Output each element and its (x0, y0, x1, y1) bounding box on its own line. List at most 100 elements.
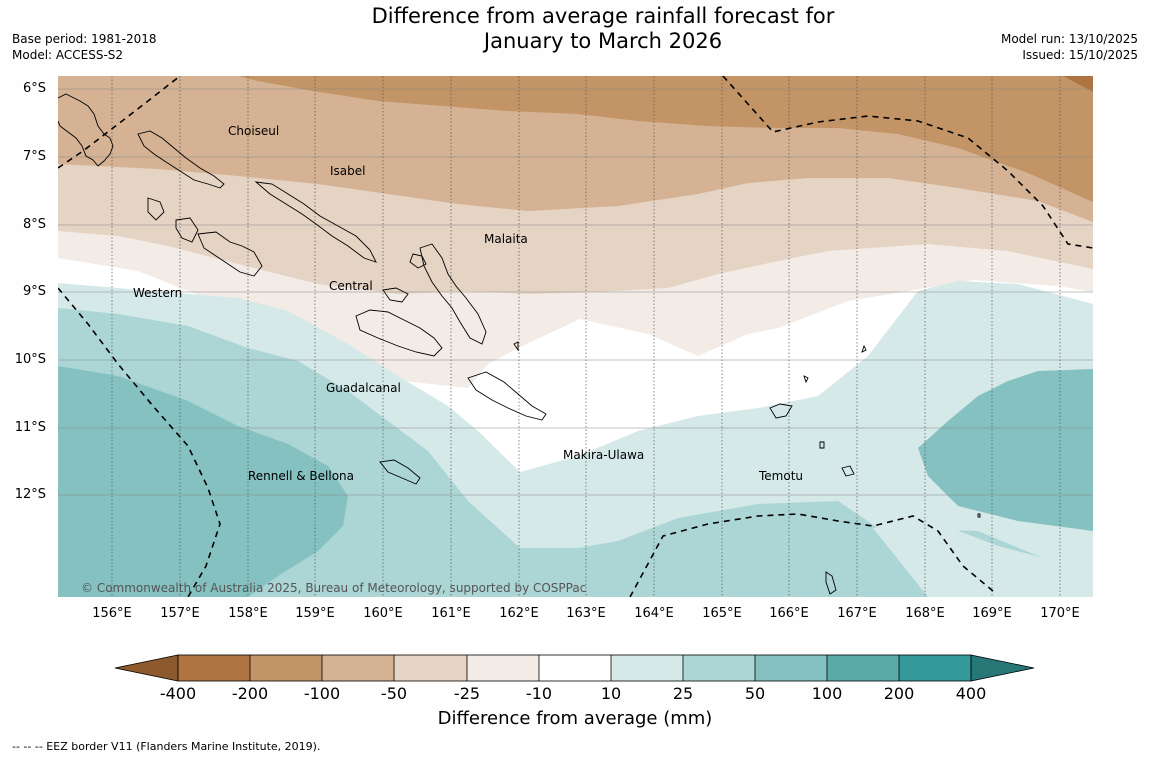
label-choiseul: Choiseul (228, 124, 279, 138)
label-malaita: Malaita (484, 232, 528, 246)
chart-title: Difference from average rainfall forecas… (0, 4, 1150, 54)
colorbar-seg-minus-100-50 (322, 655, 394, 681)
eez-border-south (629, 513, 994, 597)
band-50-to-100-east (918, 369, 1093, 531)
colorbar-seg-25-50 (683, 655, 755, 681)
lon-label-163e: 163°E (566, 606, 606, 621)
lat-label-10s: 10°S (14, 352, 46, 367)
colorbar-seg-100-200 (827, 655, 899, 681)
label-central: Central (329, 279, 373, 293)
small-islet-1 (803, 375, 809, 384)
label-western: Western (133, 286, 182, 300)
cb-label-100: 100 (811, 684, 843, 703)
colorbar (114, 654, 1035, 682)
colorbar-seg-50-100 (755, 655, 827, 681)
colorbar-seg-minus-50-25 (394, 655, 467, 681)
eez-border-nw (58, 76, 181, 169)
rainfall-map: Choiseul Isabel Malaita Central Western … (58, 76, 1093, 597)
meta-right: Model run: 13/10/2025 Issued: 15/10/2025 (1001, 31, 1138, 63)
new-georgia-islands (175, 217, 263, 277)
islands (58, 93, 981, 595)
cb-label-400: 400 (955, 684, 987, 703)
lon-label-170e: 170°E (1040, 606, 1080, 621)
lat-label-7s: 7°S (22, 149, 46, 164)
band-minus-200-to-400 (1063, 76, 1093, 92)
colorbar-seg-minus-10-10 (539, 655, 611, 681)
lon-label-167e: 167°E (837, 606, 877, 621)
lon-label-166e: 166°E (769, 606, 809, 621)
colorbar-frame (177, 654, 972, 682)
longitude-gridlines (111, 76, 1061, 597)
colorbar-low-arrow (114, 654, 179, 682)
title-line-1: Difference from average rainfall forecas… (371, 4, 835, 28)
makira-island (467, 371, 547, 421)
band-under-25-east (873, 521, 1093, 597)
label-guadalcanal: Guadalcanal (326, 381, 401, 395)
label-temotu: Temotu (758, 469, 803, 483)
small-islet-4 (513, 341, 519, 352)
small-islet-2 (861, 344, 867, 353)
tikopia-island (819, 441, 825, 449)
lon-label-156e: 156°E (92, 606, 132, 621)
lon-label-157e: 157°E (160, 606, 200, 621)
vanikoro-island (841, 465, 855, 477)
lon-label-159e: 159°E (295, 606, 335, 621)
cb-label-25: 25 (672, 684, 694, 703)
malaita-island (419, 243, 487, 345)
anuta-island (977, 513, 981, 518)
colorbar-seg-10-25 (611, 655, 683, 681)
colorbar-dividers (177, 654, 972, 682)
cb-label-200: 200 (883, 684, 915, 703)
colorbar-high-arrow (970, 654, 1035, 682)
issued-date: Issued: 15/10/2025 (1022, 48, 1138, 62)
small-islet-3 (825, 571, 837, 595)
lon-label-160e: 160°E (363, 606, 403, 621)
model-name: Model: ACCESS-S2 (12, 48, 124, 62)
latitude-gridlines (58, 88, 1093, 496)
cb-label-minus-100: -100 (303, 684, 341, 703)
lon-label-165e: 165°E (702, 606, 742, 621)
lat-label-9s: 9°S (22, 284, 46, 299)
band-50-to-100 (58, 366, 348, 597)
cb-label-minus-200: -200 (231, 684, 269, 703)
cb-label-minus-10: -10 (525, 684, 553, 703)
meta-left: Base period: 1981-2018 Model: ACCESS-S2 (12, 31, 157, 63)
cb-label-minus-400: -400 (159, 684, 197, 703)
lon-label-168e: 168°E (905, 606, 945, 621)
rennell-island (379, 459, 421, 485)
lat-label-8s: 8°S (22, 217, 46, 232)
lon-label-164e: 164°E (634, 606, 674, 621)
colorbar-seg-minus-200-100 (250, 655, 322, 681)
santa-cruz-island (769, 403, 793, 419)
cb-label-minus-25: -25 (453, 684, 481, 703)
lat-label-6s: 6°S (22, 81, 46, 96)
cb-label-10: 10 (600, 684, 622, 703)
colorbar-seg-minus-400-200 (178, 655, 250, 681)
label-rennell: Rennell & Bellona (248, 469, 354, 483)
bougainville-island (58, 93, 114, 167)
label-makira: Makira-Ulawa (563, 448, 644, 462)
title-line-2: January to March 2026 (483, 29, 723, 53)
choiseul-island (137, 130, 225, 189)
colorbar-seg-minus-25-10 (467, 655, 539, 681)
eez-borders (58, 76, 1093, 597)
lon-label-169e: 169°E (972, 606, 1012, 621)
colorbar-seg-200-400 (899, 655, 971, 681)
eez-border-north (722, 76, 1093, 249)
base-period: Base period: 1981-2018 (12, 32, 157, 46)
colorbar-title: Difference from average (mm) (437, 708, 713, 729)
cb-label-50: 50 (744, 684, 766, 703)
label-isabel: Isabel (330, 164, 365, 178)
eez-footnote: -- -- -- EEZ border V11 (Flanders Marine… (12, 740, 321, 753)
russell-islands (382, 287, 409, 303)
cb-label-minus-50: -50 (380, 684, 408, 703)
florida-islands (409, 253, 427, 269)
guadalcanal-island (355, 309, 443, 357)
lat-label-11s: 11°S (14, 420, 46, 435)
vella-lavella-island (147, 197, 165, 221)
lon-label-161e: 161°E (431, 606, 471, 621)
copyright-text: © Commonwealth of Australia 2025, Bureau… (81, 581, 586, 595)
isabel-island (254, 181, 377, 263)
band-minus-100-to-200 (238, 76, 1093, 202)
model-run: Model run: 13/10/2025 (1000, 32, 1138, 46)
